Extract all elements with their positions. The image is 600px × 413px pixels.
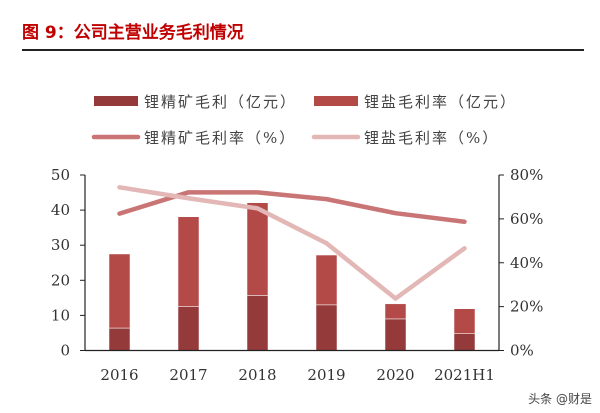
bar-1-2019 [315,254,338,306]
y-right-tick-label: 80% [510,166,543,184]
y-left-tick-label: 20 [51,271,70,289]
y-right-tick-label: 0% [510,342,534,360]
y-right-tick-label: 20% [510,298,543,316]
bar-1-2020 [384,303,407,320]
bar-1-2017 [177,216,200,307]
bar-0-2019 [315,304,338,351]
legend-swatch-bar-1 [314,96,358,106]
x-tick-label: 2016 [100,366,138,384]
legend-label: 锂精矿毛利（亿元） [144,93,297,111]
legend-label: 锂精矿毛利率（%） [144,129,296,147]
y-left-tick-label: 0 [60,342,70,360]
legend-swatch-bar-0 [94,96,138,106]
x-tick-label: 2021H1 [434,366,495,384]
x-tick-label: 2017 [169,366,207,384]
bar-0-2017 [177,306,200,351]
line-series-1 [117,185,467,301]
x-tick-label: 2019 [307,366,345,384]
title-divider [22,49,584,51]
chart-title: 图 9：公司主营业务毛利情况 [22,23,244,43]
bar-0-2018 [246,295,269,351]
bar-1-2016 [108,253,131,329]
x-tick-label: 2018 [238,366,276,384]
watermark: 头条 @财是 [528,392,592,406]
y-left-tick-label: 30 [51,236,70,254]
bar-1-2021H1 [453,308,476,334]
legend-label: 锂盐毛利率（%） [364,129,499,147]
bar-1-2018 [246,202,269,296]
bar-0-2020 [384,318,407,351]
y-left-tick-label: 10 [51,306,70,324]
y-left-tick-label: 50 [51,166,70,184]
y-right-tick-label: 40% [510,254,543,272]
x-tick-label: 2020 [376,366,414,384]
legend-label: 锂盐毛利率（亿元） [364,93,517,111]
y-left-tick-label: 40 [51,201,70,219]
bar-0-2021H1 [453,333,476,351]
y-right-tick-label: 60% [510,210,543,228]
bar-0-2016 [108,327,131,351]
